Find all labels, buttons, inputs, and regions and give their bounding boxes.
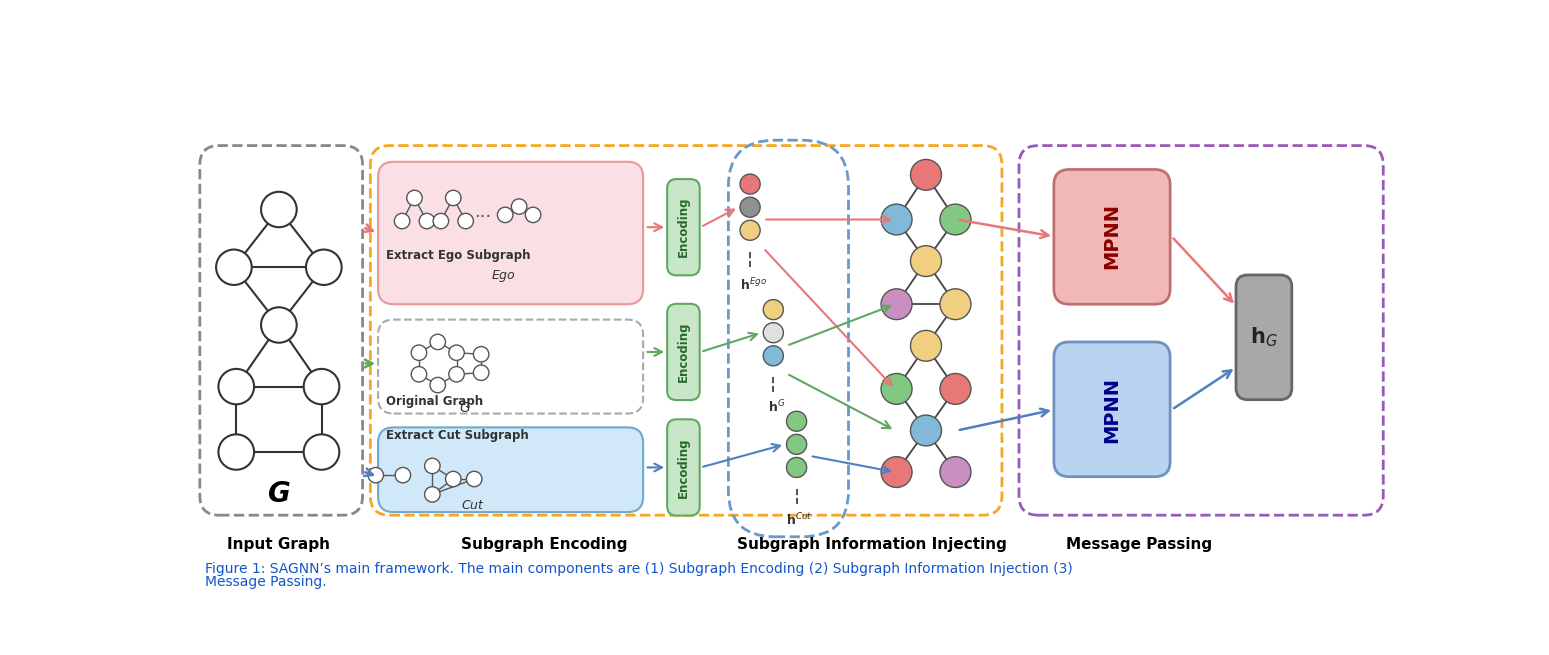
Circle shape	[431, 377, 446, 393]
Circle shape	[304, 434, 339, 470]
Circle shape	[449, 367, 465, 382]
Circle shape	[881, 204, 912, 235]
Circle shape	[410, 345, 426, 360]
FancyBboxPatch shape	[668, 419, 700, 515]
Text: $G$: $G$	[459, 401, 471, 415]
Text: Extract Ego Subgraph: Extract Ego Subgraph	[386, 249, 530, 262]
Text: Message Passing: Message Passing	[1066, 537, 1213, 552]
Circle shape	[525, 207, 541, 223]
Circle shape	[218, 369, 254, 404]
Text: $Ego$: $Ego$	[491, 269, 516, 284]
Text: Input Graph: Input Graph	[228, 537, 330, 552]
Circle shape	[395, 468, 410, 483]
Circle shape	[911, 246, 942, 276]
FancyBboxPatch shape	[378, 428, 643, 512]
Text: Figure 1: SAGNN’s main framework. The main components are (1) Subgraph Encoding : Figure 1: SAGNN’s main framework. The ma…	[206, 562, 1073, 576]
Circle shape	[764, 299, 784, 320]
Circle shape	[911, 415, 942, 446]
Text: $\mathbf{h}^{G}$: $\mathbf{h}^{G}$	[768, 399, 785, 416]
Circle shape	[217, 250, 252, 285]
FancyBboxPatch shape	[1053, 342, 1169, 477]
Circle shape	[940, 373, 971, 404]
Circle shape	[218, 434, 254, 470]
Circle shape	[459, 214, 474, 229]
Circle shape	[420, 214, 435, 229]
Circle shape	[446, 472, 462, 487]
Circle shape	[474, 365, 489, 381]
FancyBboxPatch shape	[668, 304, 700, 400]
Circle shape	[262, 192, 297, 227]
Circle shape	[740, 197, 761, 217]
Circle shape	[940, 457, 971, 487]
Circle shape	[740, 220, 761, 240]
Circle shape	[424, 487, 440, 502]
Text: Encoding: Encoding	[677, 322, 689, 383]
Circle shape	[431, 334, 446, 350]
Text: MPNN: MPNN	[1103, 377, 1121, 443]
Circle shape	[881, 289, 912, 320]
Circle shape	[911, 159, 942, 190]
Circle shape	[764, 346, 784, 365]
Text: Encoding: Encoding	[677, 197, 689, 257]
Text: $\boldsymbol{G}$: $\boldsymbol{G}$	[266, 480, 291, 508]
Text: Encoding: Encoding	[677, 437, 689, 498]
Circle shape	[497, 207, 513, 223]
Text: Original Graph: Original Graph	[386, 396, 483, 409]
Circle shape	[369, 468, 384, 483]
Text: Subgraph Information Injecting: Subgraph Information Injecting	[737, 537, 1007, 552]
Circle shape	[466, 472, 482, 487]
Circle shape	[410, 367, 426, 382]
Circle shape	[881, 457, 912, 487]
Text: $\mathbf{h}^{Cut}$: $\mathbf{h}^{Cut}$	[787, 512, 813, 528]
Text: ...: ...	[474, 203, 491, 221]
Text: $\mathbf{h}_G$: $\mathbf{h}_G$	[1250, 326, 1278, 349]
Text: Message Passing.: Message Passing.	[206, 575, 327, 590]
Text: Extract Cut Subgraph: Extract Cut Subgraph	[386, 428, 528, 441]
FancyBboxPatch shape	[1236, 275, 1292, 400]
Circle shape	[787, 434, 807, 455]
Circle shape	[740, 174, 761, 194]
Circle shape	[474, 346, 489, 362]
Circle shape	[424, 458, 440, 474]
FancyBboxPatch shape	[1053, 170, 1169, 304]
Text: $\mathbf{h}^{Ego}$: $\mathbf{h}^{Ego}$	[739, 276, 767, 293]
FancyBboxPatch shape	[668, 179, 700, 275]
Circle shape	[434, 214, 449, 229]
Circle shape	[787, 457, 807, 477]
Circle shape	[764, 323, 784, 343]
Circle shape	[881, 373, 912, 404]
Circle shape	[940, 289, 971, 320]
FancyBboxPatch shape	[378, 162, 643, 304]
Text: Subgraph Encoding: Subgraph Encoding	[460, 537, 627, 552]
Circle shape	[307, 250, 342, 285]
Circle shape	[449, 345, 465, 360]
Circle shape	[446, 190, 462, 206]
Text: $Cut$: $Cut$	[460, 500, 485, 512]
Text: MPNN: MPNN	[1103, 204, 1121, 269]
Circle shape	[407, 190, 423, 206]
Circle shape	[787, 411, 807, 431]
Circle shape	[940, 204, 971, 235]
Circle shape	[304, 369, 339, 404]
Circle shape	[511, 199, 527, 214]
Circle shape	[262, 307, 297, 343]
Circle shape	[395, 214, 410, 229]
Circle shape	[911, 330, 942, 361]
